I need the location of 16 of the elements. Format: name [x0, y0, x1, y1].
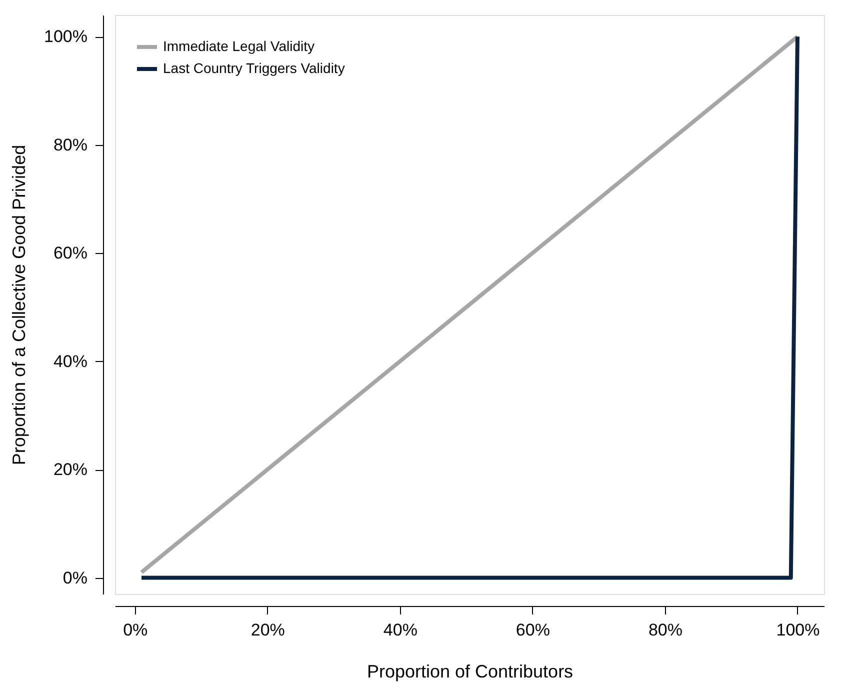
y-tick-label: 80%: [53, 135, 88, 154]
x-tick-label: 40%: [383, 620, 418, 640]
x-axis-title: Proportion of Contributors: [366, 662, 574, 682]
legend-label: Last Country Triggers Validity: [163, 60, 345, 76]
x-tick-label: 20%: [250, 620, 285, 640]
x-tick-label: 100%: [776, 620, 820, 640]
y-tick-label: 40%: [53, 352, 88, 371]
x-tick-label: 0%: [123, 620, 148, 640]
y-tick-label: 0%: [62, 568, 88, 588]
x-tick-label: 60%: [516, 620, 550, 640]
y-tick-label: 100%: [44, 27, 88, 46]
legend-label: Immediate Legal Validity: [163, 38, 314, 54]
y-tick-label: 60%: [53, 244, 88, 263]
x-tick-label: 80%: [648, 620, 682, 640]
y-axis-title: Proportion of a Collective Good Privided: [9, 144, 30, 466]
y-tick-label: 20%: [53, 460, 88, 480]
